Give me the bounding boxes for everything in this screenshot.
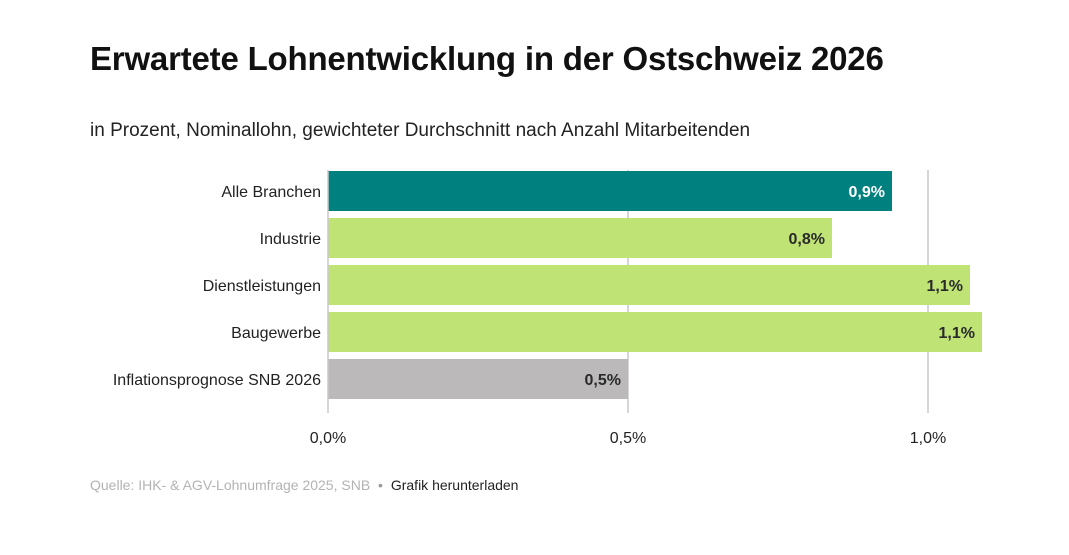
x-tick-label-2: 1,0%: [910, 430, 946, 447]
value-label-3: 1,1%: [939, 325, 975, 342]
bar-0: [328, 171, 892, 211]
chart-title: Erwartete Lohnentwicklung in der Ostschw…: [90, 40, 884, 77]
bar-1: [328, 218, 832, 258]
bar-4: [328, 359, 628, 399]
x-axis: 0,0% 0,5% 1,0%: [310, 170, 946, 447]
value-label-4: 0,5%: [585, 372, 621, 389]
value-label-1: 0,8%: [789, 231, 825, 248]
category-label-2: Dienstleistungen: [203, 278, 321, 295]
category-label-1: Industrie: [260, 231, 321, 248]
category-label-0: Alle Branchen: [221, 184, 321, 201]
footer-separator: •: [378, 477, 383, 493]
x-tick-label-0: 0,0%: [310, 430, 346, 447]
bar-2: [328, 265, 970, 305]
value-label-2: 1,1%: [927, 278, 963, 295]
category-label-3: Baugewerbe: [231, 325, 321, 342]
source-note: Quelle: IHK- & AGV-Lohnumfrage 2025, SNB: [90, 477, 371, 493]
bar-3: [328, 312, 982, 352]
x-tick-label-1: 0,5%: [610, 430, 646, 447]
download-chart-link[interactable]: Grafik herunterladen: [390, 477, 519, 493]
bars: Alle Branchen 0,9% Industrie 0,8% Dienstleis…: [113, 171, 982, 399]
category-label-4: Inflationsprognose SNB 2026: [113, 372, 321, 389]
chart-footer: Quelle: IHK- & AGV-Lohnumfrage 2025, SNB…: [90, 477, 518, 493]
value-label-0: 0,9%: [849, 184, 885, 201]
chart-subtitle: in Prozent, Nominallohn, gewichteter Dur…: [90, 120, 751, 141]
